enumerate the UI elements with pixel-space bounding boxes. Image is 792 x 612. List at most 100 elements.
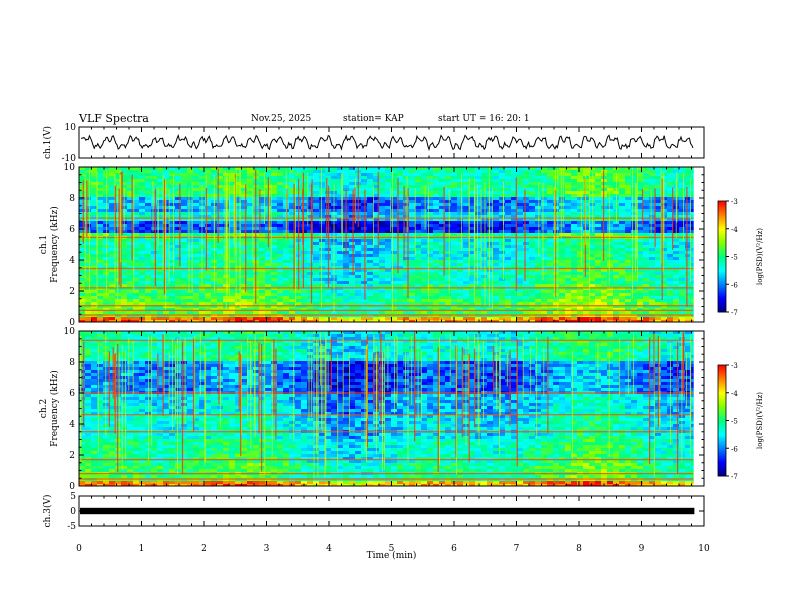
- spectrogram-cell: [499, 194, 506, 198]
- spectrogram-cell: [463, 278, 470, 282]
- spectrogram-cell: [421, 185, 428, 189]
- spectrogram-cell: [145, 209, 152, 213]
- spectrogram-cell: [241, 212, 248, 216]
- spectrogram-cell: [85, 206, 92, 210]
- spectrogram-cell: [133, 251, 140, 255]
- spectrogram-cell: [301, 314, 308, 318]
- spectrogram-cell: [187, 248, 194, 252]
- spectrogram-cell: [373, 209, 380, 213]
- spectrogram-cell: [199, 173, 206, 177]
- spectrogram-cell: [427, 182, 434, 186]
- spectrogram-cell: [97, 260, 104, 264]
- spectrogram-cell: [271, 248, 278, 252]
- spectrogram-cell: [547, 278, 554, 282]
- spectrogram-cell: [457, 215, 464, 219]
- spectrogram-cell: [607, 308, 614, 312]
- spectrogram-cell: [241, 278, 248, 282]
- spectrogram-cell: [595, 314, 602, 318]
- spectrogram-cell: [193, 221, 200, 225]
- spectrogram-cell: [619, 185, 626, 189]
- spectrogram-cell: [373, 176, 380, 180]
- spectrogram-cell: [277, 281, 284, 285]
- spectrogram-cell: [205, 251, 212, 255]
- spectrogram-cell: [517, 185, 524, 189]
- spectrogram-cell: [517, 314, 524, 318]
- spectrogram-cell: [325, 299, 332, 303]
- spectrogram-cell: [139, 281, 146, 285]
- spectrogram-cell: [97, 269, 104, 273]
- spectrogram-cell: [97, 230, 104, 234]
- spectrogram-cell: [235, 290, 242, 294]
- spectrogram-cell: [133, 290, 140, 294]
- spectrogram-cell: [613, 176, 620, 180]
- spectrogram-cell: [379, 278, 386, 282]
- spectrogram-cell: [583, 278, 590, 282]
- spectrogram-cell: [457, 296, 464, 300]
- spectrogram-cell: [481, 242, 488, 246]
- spectrogram-cell: [217, 311, 224, 315]
- spectrogram-cell: [589, 182, 596, 186]
- spectrogram-cell: [535, 269, 542, 273]
- spectrogram-cell: [631, 257, 638, 261]
- spectrogram-cell: [565, 275, 572, 279]
- spectrogram-cell: [157, 227, 164, 231]
- spectrogram-cell: [469, 308, 476, 312]
- spectrogram-cell: [433, 320, 440, 323]
- spectrogram-cell: [121, 179, 128, 183]
- spectrogram-cell: [307, 179, 314, 183]
- spectrogram-cell: [541, 257, 548, 261]
- spectrogram-cell: [187, 212, 194, 216]
- spectrogram-cell: [91, 212, 98, 216]
- spectrogram-cell: [283, 299, 290, 303]
- spectrogram-cell: [343, 254, 350, 258]
- spectrogram-cell: [559, 254, 566, 258]
- spectrogram-cell: [247, 254, 254, 258]
- spectrogram-cell: [469, 203, 476, 207]
- spectrogram-cell: [355, 281, 362, 285]
- spectrogram-cell: [523, 182, 530, 186]
- spectrogram-cell: [205, 215, 212, 219]
- spectrogram-cell: [415, 284, 422, 288]
- spectrogram-cell: [133, 197, 140, 201]
- spectrogram-cell: [241, 224, 248, 228]
- spectrogram-cell: [577, 167, 584, 171]
- spectrogram-cell: [145, 311, 152, 315]
- spectrogram-cell: [499, 173, 506, 177]
- spectrogram-cell: [631, 167, 638, 171]
- spectrogram-cell: [397, 260, 404, 264]
- spectrogram-cell: [295, 314, 302, 318]
- spectrogram-cell: [541, 242, 548, 246]
- spectrogram-cell: [241, 239, 248, 243]
- spectrogram-cell: [145, 290, 152, 294]
- spectrogram-cell: [91, 266, 98, 270]
- spectrogram-cell: [175, 299, 182, 303]
- spectrogram-cell: [97, 224, 104, 228]
- spectrogram-cell: [445, 185, 452, 189]
- spectrogram-cell: [121, 233, 128, 237]
- spectrogram-cell: [97, 239, 104, 243]
- spectrogram-cell: [313, 185, 320, 189]
- spectrogram-cell: [439, 281, 446, 285]
- spectrogram-cell: [79, 263, 86, 267]
- spectrogram-cell: [331, 170, 338, 174]
- spectrogram-cell: [319, 179, 326, 183]
- spectrogram-cell: [613, 251, 620, 255]
- spectrogram-cell: [487, 275, 494, 279]
- spectrogram-cell: [511, 242, 518, 246]
- spectrogram-cell: [133, 314, 140, 318]
- spectrogram-cell: [541, 203, 548, 207]
- spectrogram-cell: [583, 191, 590, 195]
- spectrogram-cell: [103, 293, 110, 297]
- spectrogram-cell: [205, 269, 212, 273]
- spectrogram-cell: [625, 314, 632, 318]
- spectrogram-cell: [367, 188, 374, 192]
- spectrogram-cell: [637, 227, 644, 231]
- spectrogram-cell: [625, 182, 632, 186]
- spectrogram-cell: [535, 200, 542, 204]
- spectrogram-cell: [325, 308, 332, 312]
- spectrogram-cell: [91, 284, 98, 288]
- spectrogram-cell: [427, 266, 434, 270]
- spectrogram-cell: [307, 191, 314, 195]
- spectrogram-cell: [409, 314, 416, 318]
- spectrogram-cell: [403, 170, 410, 174]
